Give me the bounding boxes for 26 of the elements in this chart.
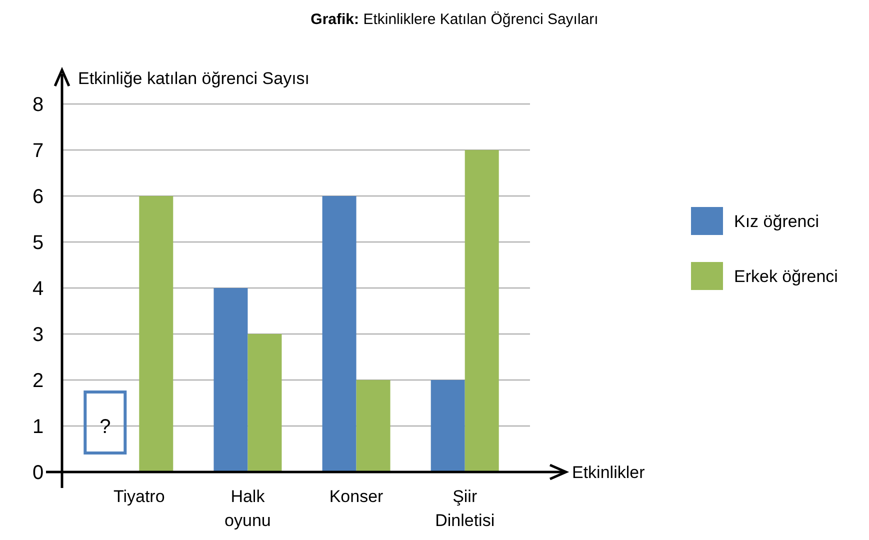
y-axis-title: Etkinliğe katılan öğrenci Sayısı	[78, 69, 310, 88]
bar	[214, 288, 248, 472]
legend-label: Kız öğrenci	[734, 212, 820, 231]
x-tick-label: Konser	[329, 487, 384, 506]
y-tick-label: 0	[32, 462, 44, 484]
y-tick-label: 8	[32, 94, 44, 116]
y-tick-label: 5	[32, 232, 44, 254]
y-tick-label: 7	[32, 140, 44, 162]
chart-title: Grafik: Etkinliklere Katılan Öğrenci Sayıları	[310, 11, 598, 28]
bar	[356, 380, 390, 472]
y-tick-label: 3	[32, 324, 44, 346]
x-tick-label: Halk oyunu	[224, 487, 271, 530]
x-tick-label: Tiyatro	[113, 487, 165, 506]
y-tick-label: 1	[32, 416, 44, 438]
bar	[464, 150, 499, 472]
annotation: ?	[100, 416, 111, 438]
x-axis-title: Etkinlikler	[572, 462, 646, 482]
bar	[322, 196, 356, 472]
y-tick-label: 2	[32, 370, 44, 392]
y-tick-label: 6	[32, 186, 44, 208]
x-tick-label: Şiir Dinletisi	[435, 487, 495, 530]
bar	[139, 196, 174, 472]
y-tick-label: 4	[32, 278, 44, 300]
bar	[430, 380, 465, 472]
bar	[248, 334, 282, 472]
legend-label: Erkek öğrenci	[734, 266, 838, 286]
